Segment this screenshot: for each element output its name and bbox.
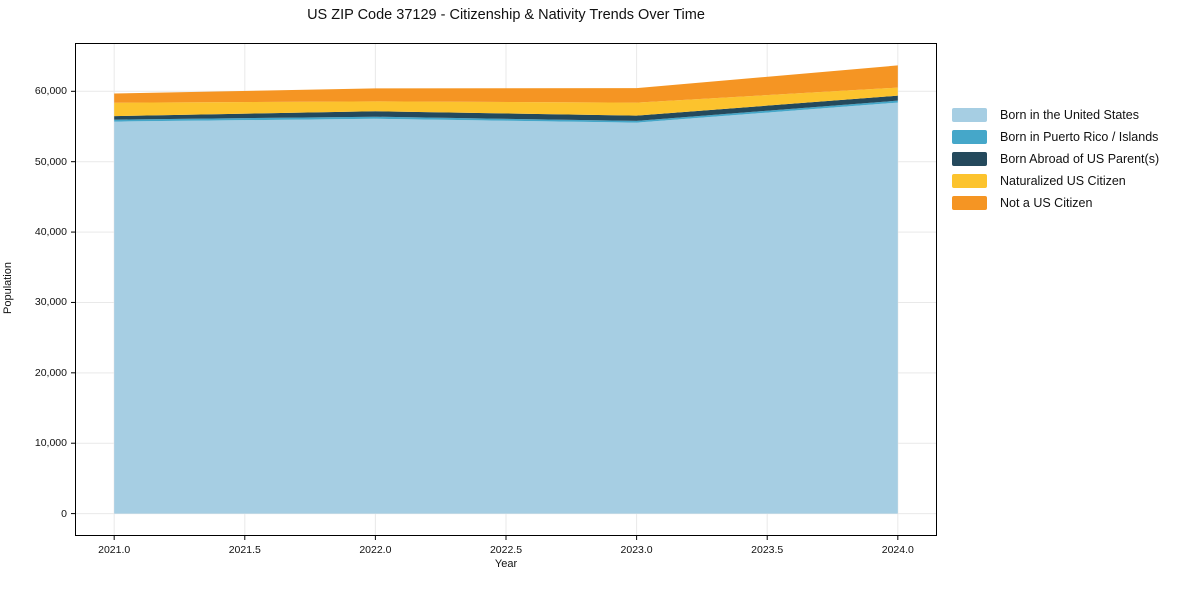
legend-swatch-icon bbox=[952, 196, 987, 210]
x-tick-label: 2022.5 bbox=[489, 544, 523, 556]
x-tick-label: 2022.0 bbox=[359, 544, 392, 556]
y-tick-label: 30,000 bbox=[34, 296, 67, 309]
y-tick-label: 20,000 bbox=[34, 366, 67, 379]
legend-swatch-icon bbox=[952, 152, 987, 166]
legend-item-born-in-puerto-rico-islands: Born in Puerto Rico / Islands bbox=[952, 126, 1159, 148]
plot-frame bbox=[75, 43, 937, 536]
y-tick-label: 10,000 bbox=[34, 437, 67, 450]
y-tick-label: 0 bbox=[61, 507, 67, 520]
legend-swatch-icon bbox=[952, 108, 987, 122]
x-tick-label: 2023.5 bbox=[751, 544, 784, 556]
x-tick-label: 2021.0 bbox=[98, 544, 131, 556]
x-axis-label: Year bbox=[494, 558, 518, 570]
legend-item-naturalized-us-citizen: Naturalized US Citizen bbox=[952, 170, 1159, 192]
legend-label: Not a US Citizen bbox=[1000, 196, 1093, 210]
area-born-in-the-united-states bbox=[114, 102, 898, 514]
legend: Born in the United States Born in Puerto … bbox=[952, 104, 1159, 214]
x-tick-label: 2024.0 bbox=[881, 544, 914, 556]
x-tick-label: 2023.0 bbox=[620, 544, 653, 556]
legend-swatch-icon bbox=[952, 174, 987, 188]
x-tick-label: 2021.5 bbox=[228, 544, 261, 556]
legend-item-born-abroad-of-us-parent-s: Born Abroad of US Parent(s) bbox=[952, 148, 1159, 170]
legend-item-born-in-the-united-states: Born in the United States bbox=[952, 104, 1159, 126]
legend-label: Born Abroad of US Parent(s) bbox=[1000, 152, 1160, 166]
y-tick-label: 40,000 bbox=[34, 226, 67, 239]
legend-label: Born in the United States bbox=[1000, 108, 1139, 122]
chart-title: US ZIP Code 37129 - Citizenship & Nativi… bbox=[307, 7, 705, 23]
legend-item-not-a-us-citizen: Not a US Citizen bbox=[952, 192, 1159, 214]
y-tick-label: 50,000 bbox=[34, 155, 67, 168]
legend-label: Naturalized US Citizen bbox=[1000, 174, 1126, 188]
plot-area bbox=[71, 43, 937, 540]
area-not-a-us-citizen bbox=[114, 65, 898, 103]
legend-label: Born in Puerto Rico / Islands bbox=[1000, 130, 1159, 144]
area-born-abroad-of-us-parent-s bbox=[114, 95, 898, 121]
y-axis-label: Population bbox=[2, 262, 14, 314]
y-tick-label: 60,000 bbox=[34, 85, 67, 98]
legend-swatch-icon bbox=[952, 130, 987, 144]
area-naturalized-us-citizen bbox=[114, 87, 898, 117]
area-born-in-puerto-rico-islands bbox=[114, 100, 898, 123]
stacked-area-chart bbox=[71, 43, 937, 540]
